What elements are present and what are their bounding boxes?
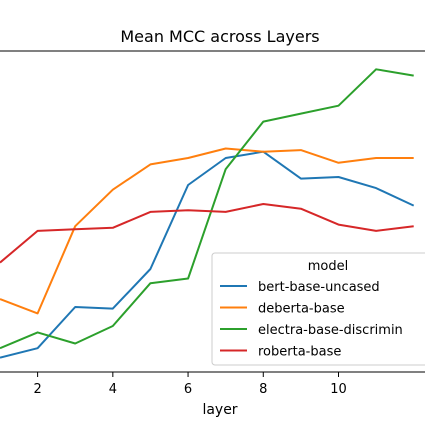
x-ticks: 2 4 6 8 10 xyxy=(33,372,347,397)
legend-label-1: bert-base-uncased xyxy=(258,280,380,295)
legend-box xyxy=(211,252,425,366)
legend-label-4: roberta-base xyxy=(258,345,341,360)
series-line-4 xyxy=(0,203,414,264)
series-line-1 xyxy=(0,150,415,359)
series-line-2 xyxy=(0,147,414,315)
legend-title: model xyxy=(308,259,348,274)
legend-label-2: deberta-base xyxy=(258,302,345,317)
x-tick-label: 2 xyxy=(33,382,41,397)
x-tick-label: 10 xyxy=(330,382,347,397)
chart-title: Mean MCC across Layers xyxy=(120,27,319,46)
axes xyxy=(0,50,425,373)
legend: model bert-base-uncased deberta-base electr… xyxy=(211,252,425,366)
x-tick-label: 6 xyxy=(184,382,192,397)
series-line-3 xyxy=(0,68,414,350)
legend-label-3: electra-base-discrimin xyxy=(258,323,403,338)
x-axis-label: layer xyxy=(202,402,237,418)
x-tick-label: 8 xyxy=(259,382,267,397)
series-lines xyxy=(0,68,415,359)
x-tick-label: 4 xyxy=(109,382,117,397)
